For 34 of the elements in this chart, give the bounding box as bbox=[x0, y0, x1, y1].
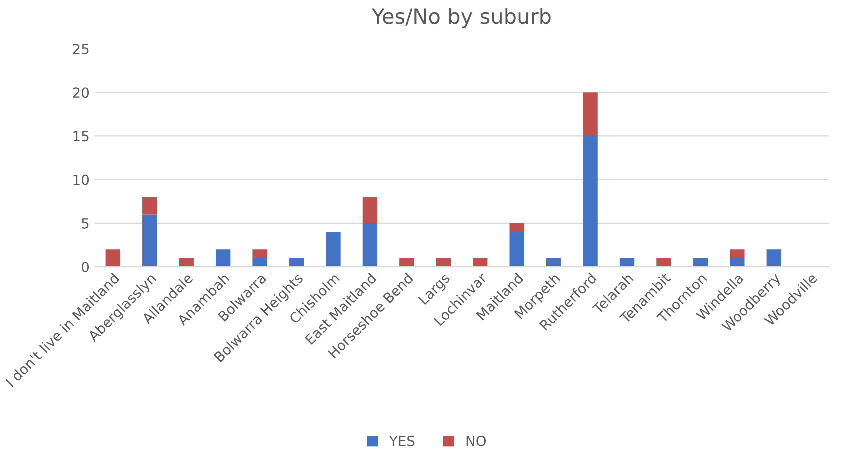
bar bbox=[289, 258, 304, 268]
bar bbox=[362, 223, 378, 268]
bar bbox=[693, 258, 708, 268]
bar bbox=[179, 258, 194, 268]
bar bbox=[400, 258, 414, 268]
bar bbox=[656, 258, 672, 268]
y-tick-label: 5 bbox=[82, 218, 89, 229]
bar bbox=[216, 250, 231, 268]
bar bbox=[142, 214, 158, 268]
bar bbox=[583, 136, 598, 268]
bar bbox=[620, 258, 635, 268]
bar bbox=[326, 232, 341, 268]
y-tick-label: 10 bbox=[74, 174, 90, 186]
chart-title: Yes/No by suburb bbox=[372, 8, 551, 28]
bar bbox=[510, 223, 524, 232]
y-tick-label: 25 bbox=[73, 44, 89, 54]
bar bbox=[730, 258, 745, 268]
legend-label: YES bbox=[389, 436, 415, 446]
y-tick-label: 15 bbox=[74, 131, 89, 142]
bar bbox=[510, 232, 524, 268]
bar bbox=[473, 258, 488, 268]
bar bbox=[766, 250, 782, 268]
bar bbox=[106, 250, 120, 268]
legend-label: NO bbox=[466, 436, 486, 446]
y-tick-label: 0 bbox=[82, 262, 90, 273]
bar bbox=[362, 197, 378, 224]
bar bbox=[142, 197, 158, 215]
bar bbox=[546, 258, 562, 268]
bar bbox=[730, 250, 745, 258]
bar bbox=[436, 258, 451, 268]
bar bbox=[252, 258, 268, 268]
bar bbox=[583, 92, 598, 136]
y-tick-label: 20 bbox=[73, 88, 90, 98]
bar bbox=[252, 250, 268, 258]
